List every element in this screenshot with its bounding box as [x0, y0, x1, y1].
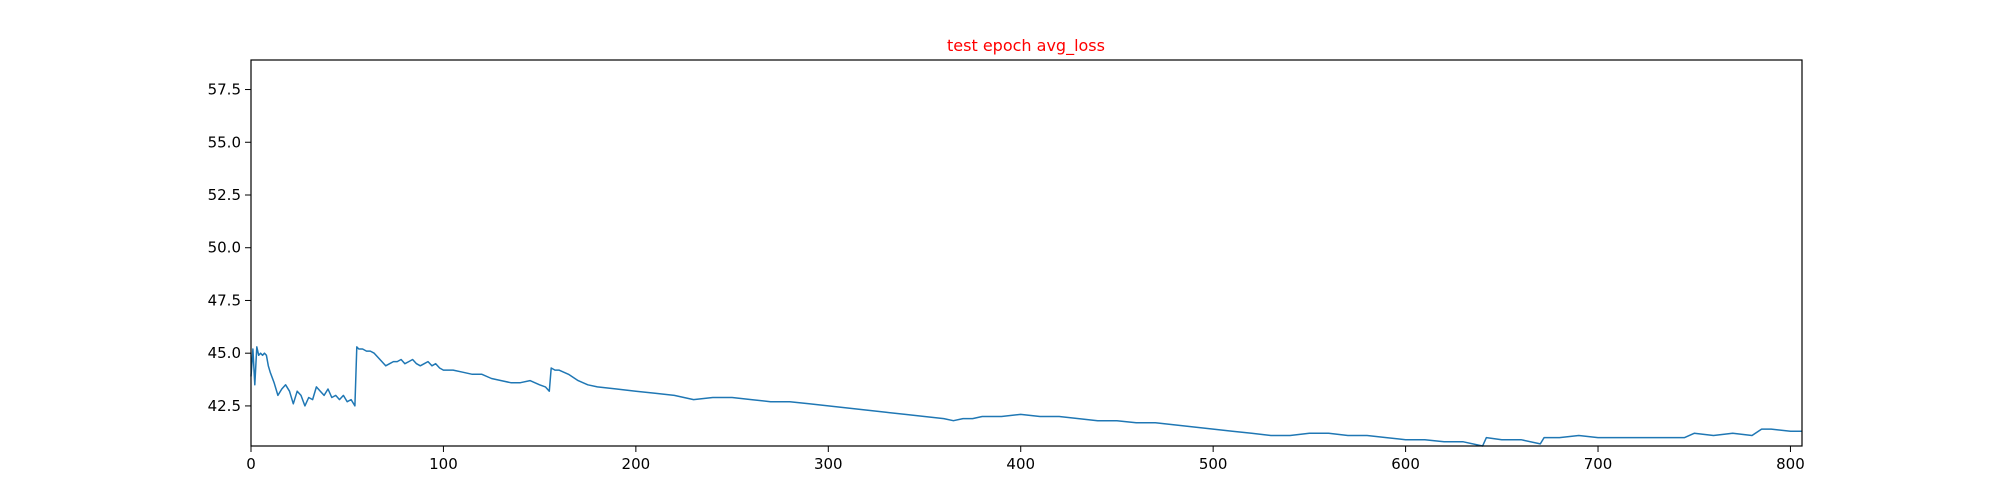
plot-area-frame [250, 59, 1803, 447]
series-line [250, 346, 1802, 447]
x-tick-label: 800 [1776, 455, 1805, 473]
x-tick-label: 500 [1199, 455, 1228, 473]
plot-series [250, 346, 1802, 447]
y-tick-label: 55.0 [208, 133, 241, 151]
y-tick-label: 52.5 [208, 186, 241, 204]
x-axis: 0 100 200 300 400 500 600 700 800 [246, 446, 1805, 473]
x-tick-label: 400 [1006, 455, 1035, 473]
y-tick-label: 50.0 [208, 239, 241, 257]
x-tick-label: 600 [1391, 455, 1420, 473]
x-tick-label: 100 [429, 455, 458, 473]
y-tick-label: 42.5 [208, 397, 241, 415]
x-tick-label: 200 [622, 455, 651, 473]
chart-title: test epoch avg_loss [947, 36, 1105, 56]
x-tick-label: 0 [246, 455, 256, 473]
x-tick-label: 700 [1584, 455, 1613, 473]
y-tick-label: 57.5 [208, 81, 241, 99]
y-axis: 42.5 45.0 47.5 50.0 52.5 55.0 57.5 [208, 81, 251, 415]
y-tick-label: 47.5 [208, 291, 241, 309]
y-tick-label: 45.0 [208, 344, 241, 362]
x-tick-label: 300 [814, 455, 843, 473]
